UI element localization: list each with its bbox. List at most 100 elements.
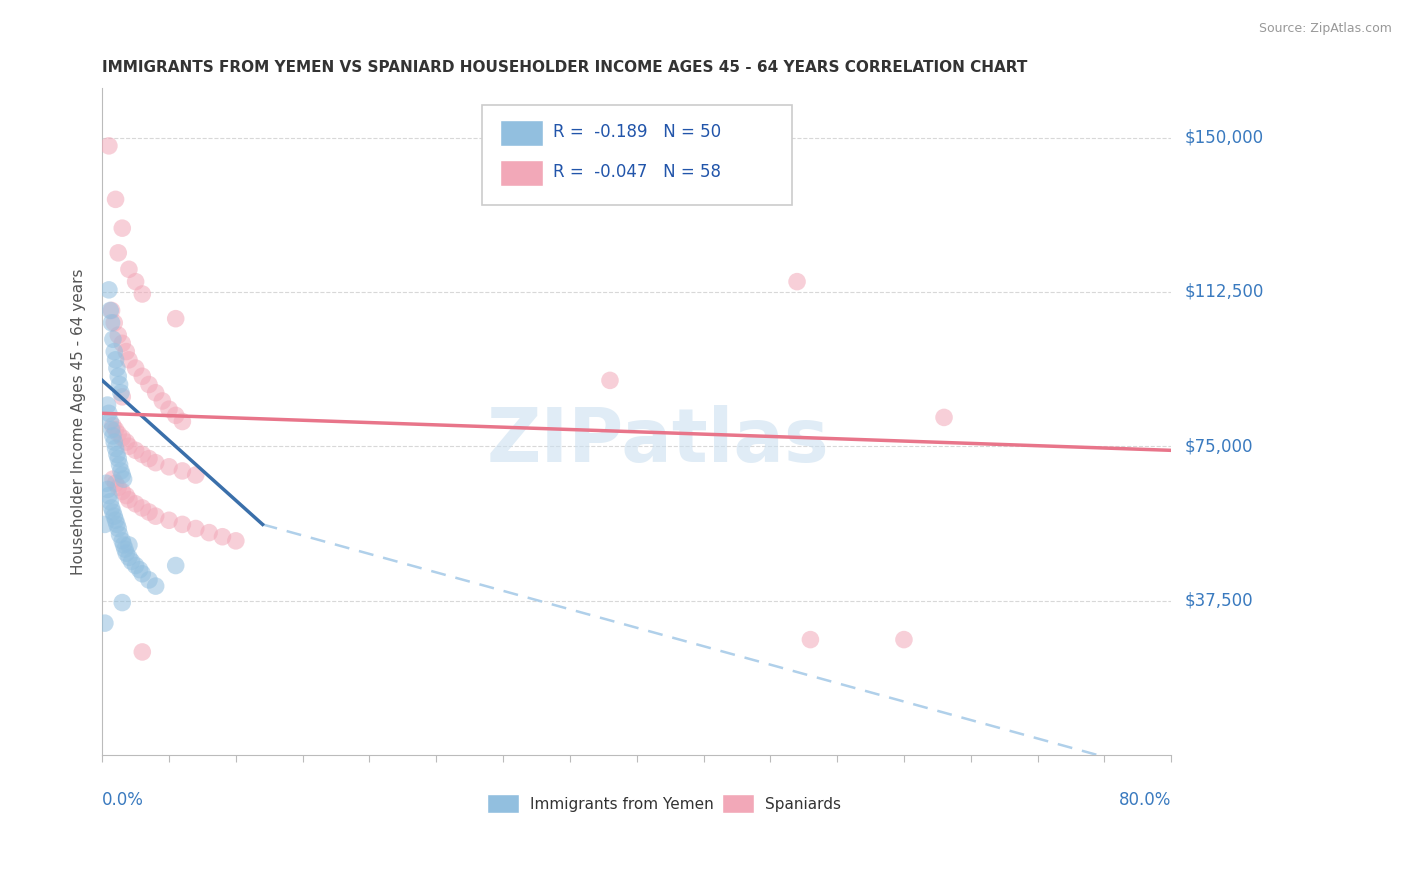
Point [110, 464, 132, 478]
Point [138, 505, 160, 519]
Point [103, 316, 125, 330]
Point [172, 464, 194, 478]
Text: R =  -0.189   N = 50: R = -0.189 N = 50 [554, 122, 721, 141]
Point [101, 332, 124, 346]
Point [131, 566, 153, 581]
Point [165, 558, 187, 573]
Point [121, 554, 143, 568]
Point [110, 385, 132, 400]
Point [893, 632, 915, 647]
Point [97, 283, 120, 297]
Point [799, 632, 821, 647]
Point [104, 442, 127, 456]
Point [104, 423, 127, 437]
Point [108, 527, 131, 541]
Point [105, 361, 128, 376]
Point [145, 456, 167, 470]
Point [101, 472, 124, 486]
Point [111, 533, 134, 548]
Point [100, 316, 122, 330]
Point [111, 390, 134, 404]
Point [124, 443, 146, 458]
Point [165, 409, 187, 423]
Point [111, 468, 134, 483]
Point [118, 492, 141, 507]
Point [145, 385, 167, 400]
Point [101, 429, 124, 443]
Point [111, 431, 134, 445]
Text: $112,500: $112,500 [1185, 283, 1264, 301]
Text: 0.0%: 0.0% [103, 791, 143, 809]
Point [107, 328, 129, 343]
Title: IMMIGRANTS FROM YEMEN VS SPANIARD HOUSEHOLDER INCOME AGES 45 - 64 YEARS CORRELAT: IMMIGRANTS FROM YEMEN VS SPANIARD HOUSEH… [103, 60, 1028, 75]
FancyBboxPatch shape [723, 794, 754, 813]
Point [145, 579, 167, 593]
Point [97, 139, 120, 153]
Point [157, 459, 180, 474]
Point [124, 275, 146, 289]
Point [172, 415, 194, 429]
Point [112, 472, 135, 486]
Point [94, 517, 117, 532]
Point [184, 522, 207, 536]
Point [107, 522, 129, 536]
Point [157, 513, 180, 527]
Point [124, 497, 146, 511]
Point [103, 344, 125, 359]
Point [131, 369, 153, 384]
Point [115, 435, 138, 450]
Point [932, 410, 955, 425]
Point [101, 505, 124, 519]
Point [104, 513, 127, 527]
Point [118, 538, 141, 552]
Point [98, 495, 121, 509]
Point [97, 406, 120, 420]
Point [138, 573, 160, 587]
Point [138, 451, 160, 466]
Text: $150,000: $150,000 [1185, 128, 1264, 146]
Point [115, 546, 138, 560]
Point [118, 352, 141, 367]
Point [131, 287, 153, 301]
Point [145, 509, 167, 524]
FancyBboxPatch shape [501, 160, 543, 186]
Text: Spaniards: Spaniards [765, 797, 841, 813]
FancyBboxPatch shape [486, 794, 519, 813]
Point [111, 596, 134, 610]
Point [225, 533, 247, 548]
Point [115, 489, 138, 503]
Text: 80.0%: 80.0% [1119, 791, 1171, 809]
Point [157, 402, 180, 417]
Point [107, 369, 129, 384]
Point [104, 352, 127, 367]
Text: Immigrants from Yemen: Immigrants from Yemen [530, 797, 714, 813]
Point [96, 483, 118, 497]
Text: $37,500: $37,500 [1185, 591, 1254, 609]
Point [104, 192, 127, 206]
Point [114, 542, 136, 557]
Point [98, 303, 121, 318]
Point [124, 361, 146, 376]
Point [184, 468, 207, 483]
Point [172, 517, 194, 532]
Point [124, 558, 146, 573]
FancyBboxPatch shape [482, 105, 792, 205]
Point [138, 377, 160, 392]
Point [108, 377, 131, 392]
Point [131, 447, 153, 461]
Point [107, 451, 129, 466]
Text: Source: ZipAtlas.com: Source: ZipAtlas.com [1258, 22, 1392, 36]
Text: R =  -0.047   N = 58: R = -0.047 N = 58 [554, 162, 721, 180]
Point [108, 458, 131, 472]
Point [198, 525, 221, 540]
Point [103, 509, 125, 524]
Point [94, 616, 117, 631]
Point [150, 394, 173, 409]
FancyBboxPatch shape [501, 120, 543, 146]
Point [101, 418, 124, 433]
Point [112, 538, 135, 552]
Point [100, 500, 122, 515]
Point [97, 489, 120, 503]
Point [96, 398, 118, 412]
Point [96, 476, 118, 491]
